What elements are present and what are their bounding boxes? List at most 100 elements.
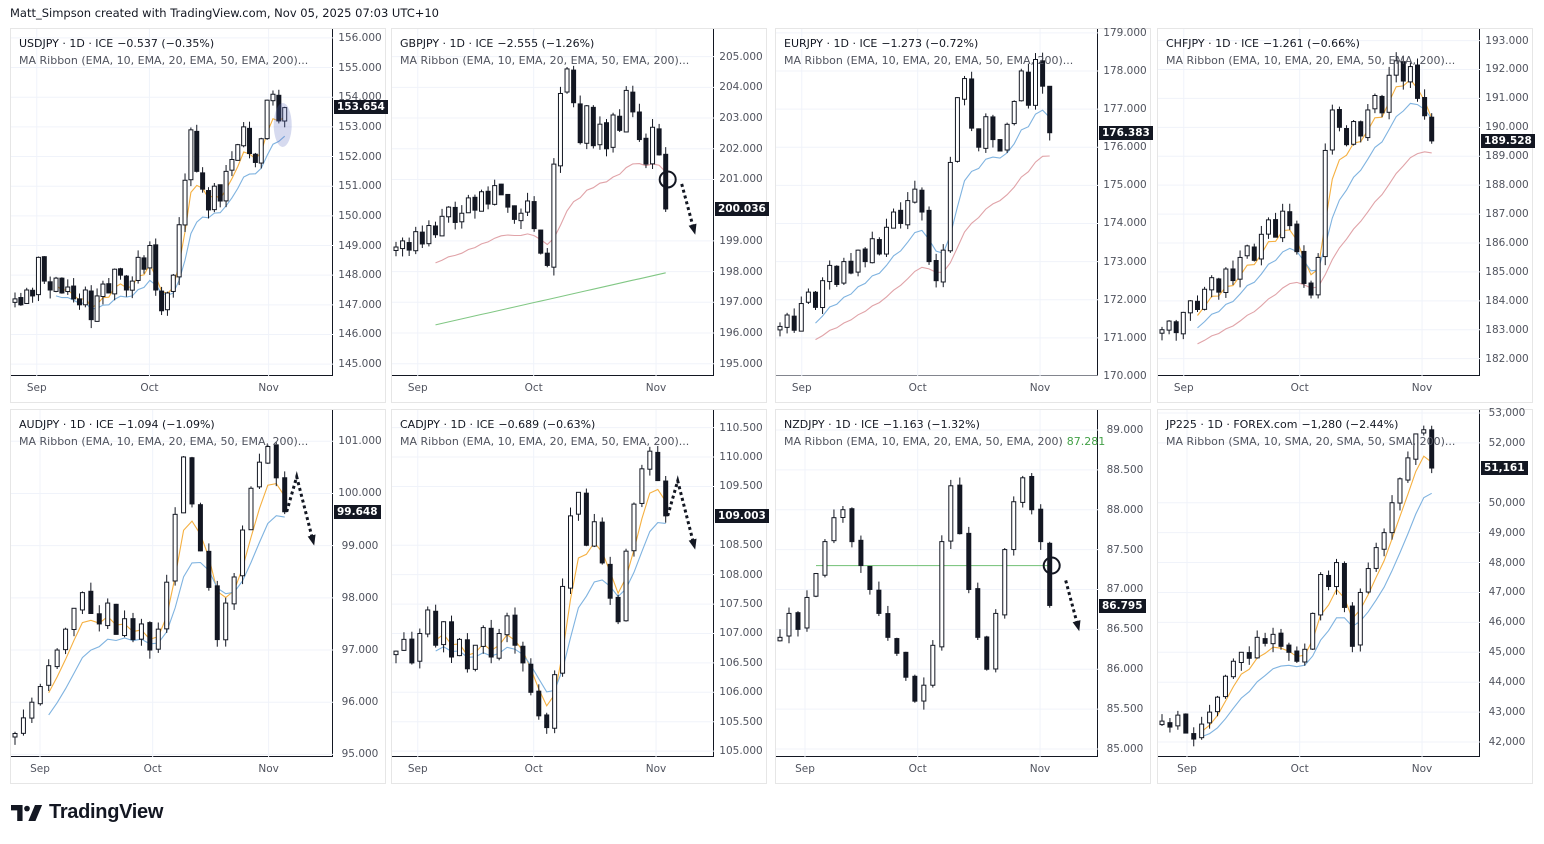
price-tick: 98.000 bbox=[341, 591, 379, 604]
price-tick: 150.000 bbox=[338, 209, 382, 222]
price-plot[interactable] bbox=[1158, 410, 1480, 757]
time-tick: Nov bbox=[1411, 763, 1433, 775]
price-axis[interactable]: 89.000 88.500 88.000 87.500 87.000 86.500 86.0… bbox=[1098, 410, 1152, 757]
indicator-label[interactable]: MA Ribbon (EMA, 10, EMA, 20, EMA, 50, EM… bbox=[19, 433, 308, 450]
price-tick: 110.000 bbox=[719, 451, 763, 464]
price-plot[interactable] bbox=[11, 29, 333, 376]
price-tick: 110.500 bbox=[719, 421, 763, 434]
price-plot[interactable] bbox=[11, 410, 333, 757]
symbol-label: JP225 · 1D · FOREX.com bbox=[1166, 418, 1298, 431]
chart-panel-gbpjpy[interactable]: GBPJPY · 1D · ICE −2.555 (−1.26%) MA Ribbo… bbox=[391, 28, 769, 404]
chart-panel-cadjpy[interactable]: CADJPY · 1D · ICE −0.689 (−0.63%) MA Ribbo… bbox=[391, 409, 769, 785]
chart-legend: CADJPY · 1D · ICE −0.689 (−0.63%) MA Ribbo… bbox=[400, 416, 689, 450]
price-tick: 48,000 bbox=[1488, 556, 1526, 569]
price-tick: 145.000 bbox=[338, 358, 382, 371]
price-tick: 173.000 bbox=[1103, 255, 1147, 268]
tradingview-brand[interactable]: TradingView bbox=[11, 801, 163, 824]
price-change: −1.094 (−1.09%) bbox=[117, 418, 215, 431]
symbol-title[interactable]: NZDJPY · 1D · ICE −1.163 (−1.32%) bbox=[784, 416, 1105, 433]
symbol-label: NZDJPY · 1D · ICE bbox=[784, 418, 879, 431]
price-axis[interactable]: 179.000 178.000 177.000 176.000 175.000 174.0… bbox=[1098, 27, 1153, 382]
price-axis[interactable]: 193.000 192.000 191.000 190.000 189.000 188.0… bbox=[1480, 29, 1535, 376]
price-plot[interactable] bbox=[776, 29, 1098, 376]
symbol-title[interactable]: CHFJPY · 1D · ICE −1.261 (−0.66%) bbox=[1166, 35, 1455, 52]
price-tick: 47,000 bbox=[1488, 586, 1526, 599]
price-tick: 203.000 bbox=[719, 112, 763, 125]
time-axis[interactable]: Sep Oct Nov bbox=[11, 376, 333, 404]
symbol-title[interactable]: USDJPY · 1D · ICE −0.537 (−0.35%) bbox=[19, 35, 308, 52]
time-tick: Sep bbox=[1173, 382, 1194, 394]
chart-legend: EURJPY · 1D · ICE −1.273 (−0.72%) MA Ribbo… bbox=[784, 35, 1073, 69]
price-axis[interactable]: 205.000 204.000 203.000 202.000 201.000 199.0… bbox=[714, 29, 769, 376]
symbol-label: CADJPY · 1D · ICE bbox=[400, 418, 495, 431]
indicator-label[interactable]: MA Ribbon (SMA, 10, SMA, 20, SMA, 50, SM… bbox=[1166, 433, 1455, 450]
last-price-label: 153.654 bbox=[334, 100, 388, 115]
price-change: −0.537 (−0.35%) bbox=[117, 37, 215, 50]
indicator-label[interactable]: MA Ribbon (EMA, 10, EMA, 20, EMA, 50, EM… bbox=[400, 433, 689, 450]
chart-panel-eurjpy[interactable]: EURJPY · 1D · ICE −1.273 (−0.72%) MA Ribbo… bbox=[775, 27, 1153, 404]
last-price-label: 189.528 bbox=[1481, 133, 1535, 148]
price-axis[interactable]: 101.000 100.000 99.000 98.000 97.000 96.000 95… bbox=[333, 410, 387, 760]
candlestick-series bbox=[776, 29, 1098, 376]
price-tick: 191.000 bbox=[1485, 92, 1529, 105]
symbol-title[interactable]: JP225 · 1D · FOREX.com −1,280 (−2.44%) bbox=[1166, 416, 1455, 433]
price-axis[interactable]: 53,000 52,000 50,000 49,000 48,000 47,000 46,0… bbox=[1480, 407, 1534, 757]
candlestick-series bbox=[11, 29, 333, 376]
price-tick: 42,000 bbox=[1488, 736, 1526, 749]
brand-name: TradingView bbox=[49, 801, 164, 823]
price-tick: 85.000 bbox=[1106, 743, 1144, 756]
chart-panel-jp225[interactable]: JP225 · 1D · FOREX.com −1,280 (−2.44%) MA … bbox=[1157, 407, 1534, 785]
symbol-title[interactable]: EURJPY · 1D · ICE −1.273 (−0.72%) bbox=[784, 35, 1073, 52]
chart-panel-usdjpy[interactable]: USDJPY · 1D · ICE −0.537 (−0.35%) MA Ribbo… bbox=[10, 28, 388, 404]
price-axis[interactable]: 110.500 110.000 109.500 108.500 108.000 107.5… bbox=[714, 410, 769, 757]
price-tick: 87.000 bbox=[1106, 583, 1144, 596]
indicator-label[interactable]: MA Ribbon (EMA, 10, EMA, 20, EMA, 50, EM… bbox=[400, 52, 689, 69]
indicator-label[interactable]: MA Ribbon (EMA, 10, EMA, 20, EMA, 50, EM… bbox=[784, 433, 1105, 450]
time-tick: Sep bbox=[30, 763, 50, 775]
time-axis[interactable]: Sep Oct Nov bbox=[392, 757, 714, 785]
indicator-label[interactable]: MA Ribbon (EMA, 10, EMA, 20, EMA, 50, EM… bbox=[19, 52, 308, 69]
price-tick: 155.000 bbox=[338, 61, 382, 74]
price-tick: 88.500 bbox=[1106, 463, 1144, 476]
chart-panel-nzdjpy[interactable]: NZDJPY · 1D · ICE −1.163 (−1.32%) MA Ribbo… bbox=[775, 409, 1151, 784]
price-tick: 183.000 bbox=[1485, 323, 1529, 336]
indicator-label[interactable]: MA Ribbon (EMA, 10, EMA, 20, EMA, 50, EM… bbox=[784, 52, 1073, 69]
time-axis[interactable]: Sep Oct Nov bbox=[1158, 376, 1480, 404]
price-tick: 46,000 bbox=[1488, 616, 1526, 629]
price-change: −1,280 (−2.44%) bbox=[1301, 418, 1399, 431]
chart-panel-chfjpy[interactable]: CHFJPY · 1D · ICE −1.261 (−0.66%) MA Ribbo… bbox=[1157, 28, 1535, 404]
price-tick: 87.500 bbox=[1106, 543, 1144, 556]
price-tick: 96.000 bbox=[341, 696, 379, 709]
symbol-label: EURJPY · 1D · ICE bbox=[784, 37, 878, 50]
time-tick: Nov bbox=[258, 382, 279, 394]
chart-panel-audjpy[interactable]: AUDJPY · 1D · ICE −1.094 (−1.09%) MA Ribbo… bbox=[10, 409, 386, 784]
time-tick: Sep bbox=[791, 382, 812, 394]
dotted-arrow-annotation bbox=[285, 470, 316, 546]
price-change: −1.261 (−0.66%) bbox=[1262, 37, 1360, 50]
symbol-title[interactable]: CADJPY · 1D · ICE −0.689 (−0.63%) bbox=[400, 416, 689, 433]
time-axis[interactable]: Sep Oct Nov bbox=[776, 757, 1098, 785]
price-tick: 97.000 bbox=[341, 644, 379, 657]
candlestick-series bbox=[1158, 29, 1480, 376]
symbol-title[interactable]: GBPJPY · 1D · ICE −2.555 (−1.26%) bbox=[400, 35, 689, 52]
price-tick: 88.000 bbox=[1106, 503, 1144, 516]
time-tick: Oct bbox=[524, 763, 543, 775]
price-tick: 199.000 bbox=[719, 234, 763, 247]
price-plot[interactable] bbox=[392, 410, 714, 757]
price-tick: 171.000 bbox=[1103, 331, 1147, 344]
indicator-label[interactable]: MA Ribbon (EMA, 10, EMA, 20, EMA, 50, EM… bbox=[1166, 52, 1455, 69]
price-tick: 193.000 bbox=[1485, 34, 1529, 47]
price-axis[interactable]: 156.000 155.000 154.000 153.000 152.000 151.0… bbox=[333, 29, 388, 376]
time-axis[interactable]: Sep Oct Nov bbox=[776, 376, 1098, 404]
time-tick: Sep bbox=[795, 763, 815, 775]
time-axis[interactable]: Sep Oct Nov bbox=[11, 757, 333, 785]
time-axis[interactable]: Sep Oct Nov bbox=[1158, 757, 1480, 785]
time-axis[interactable]: Sep Oct Nov bbox=[392, 376, 714, 404]
price-plot[interactable] bbox=[776, 410, 1098, 757]
price-plot[interactable] bbox=[392, 29, 714, 376]
price-plot[interactable] bbox=[1158, 29, 1480, 376]
symbol-title[interactable]: AUDJPY · 1D · ICE −1.094 (−1.09%) bbox=[19, 416, 308, 433]
price-tick: 49,000 bbox=[1488, 526, 1526, 539]
price-tick: 45,000 bbox=[1488, 646, 1526, 659]
time-tick: Nov bbox=[258, 763, 279, 775]
